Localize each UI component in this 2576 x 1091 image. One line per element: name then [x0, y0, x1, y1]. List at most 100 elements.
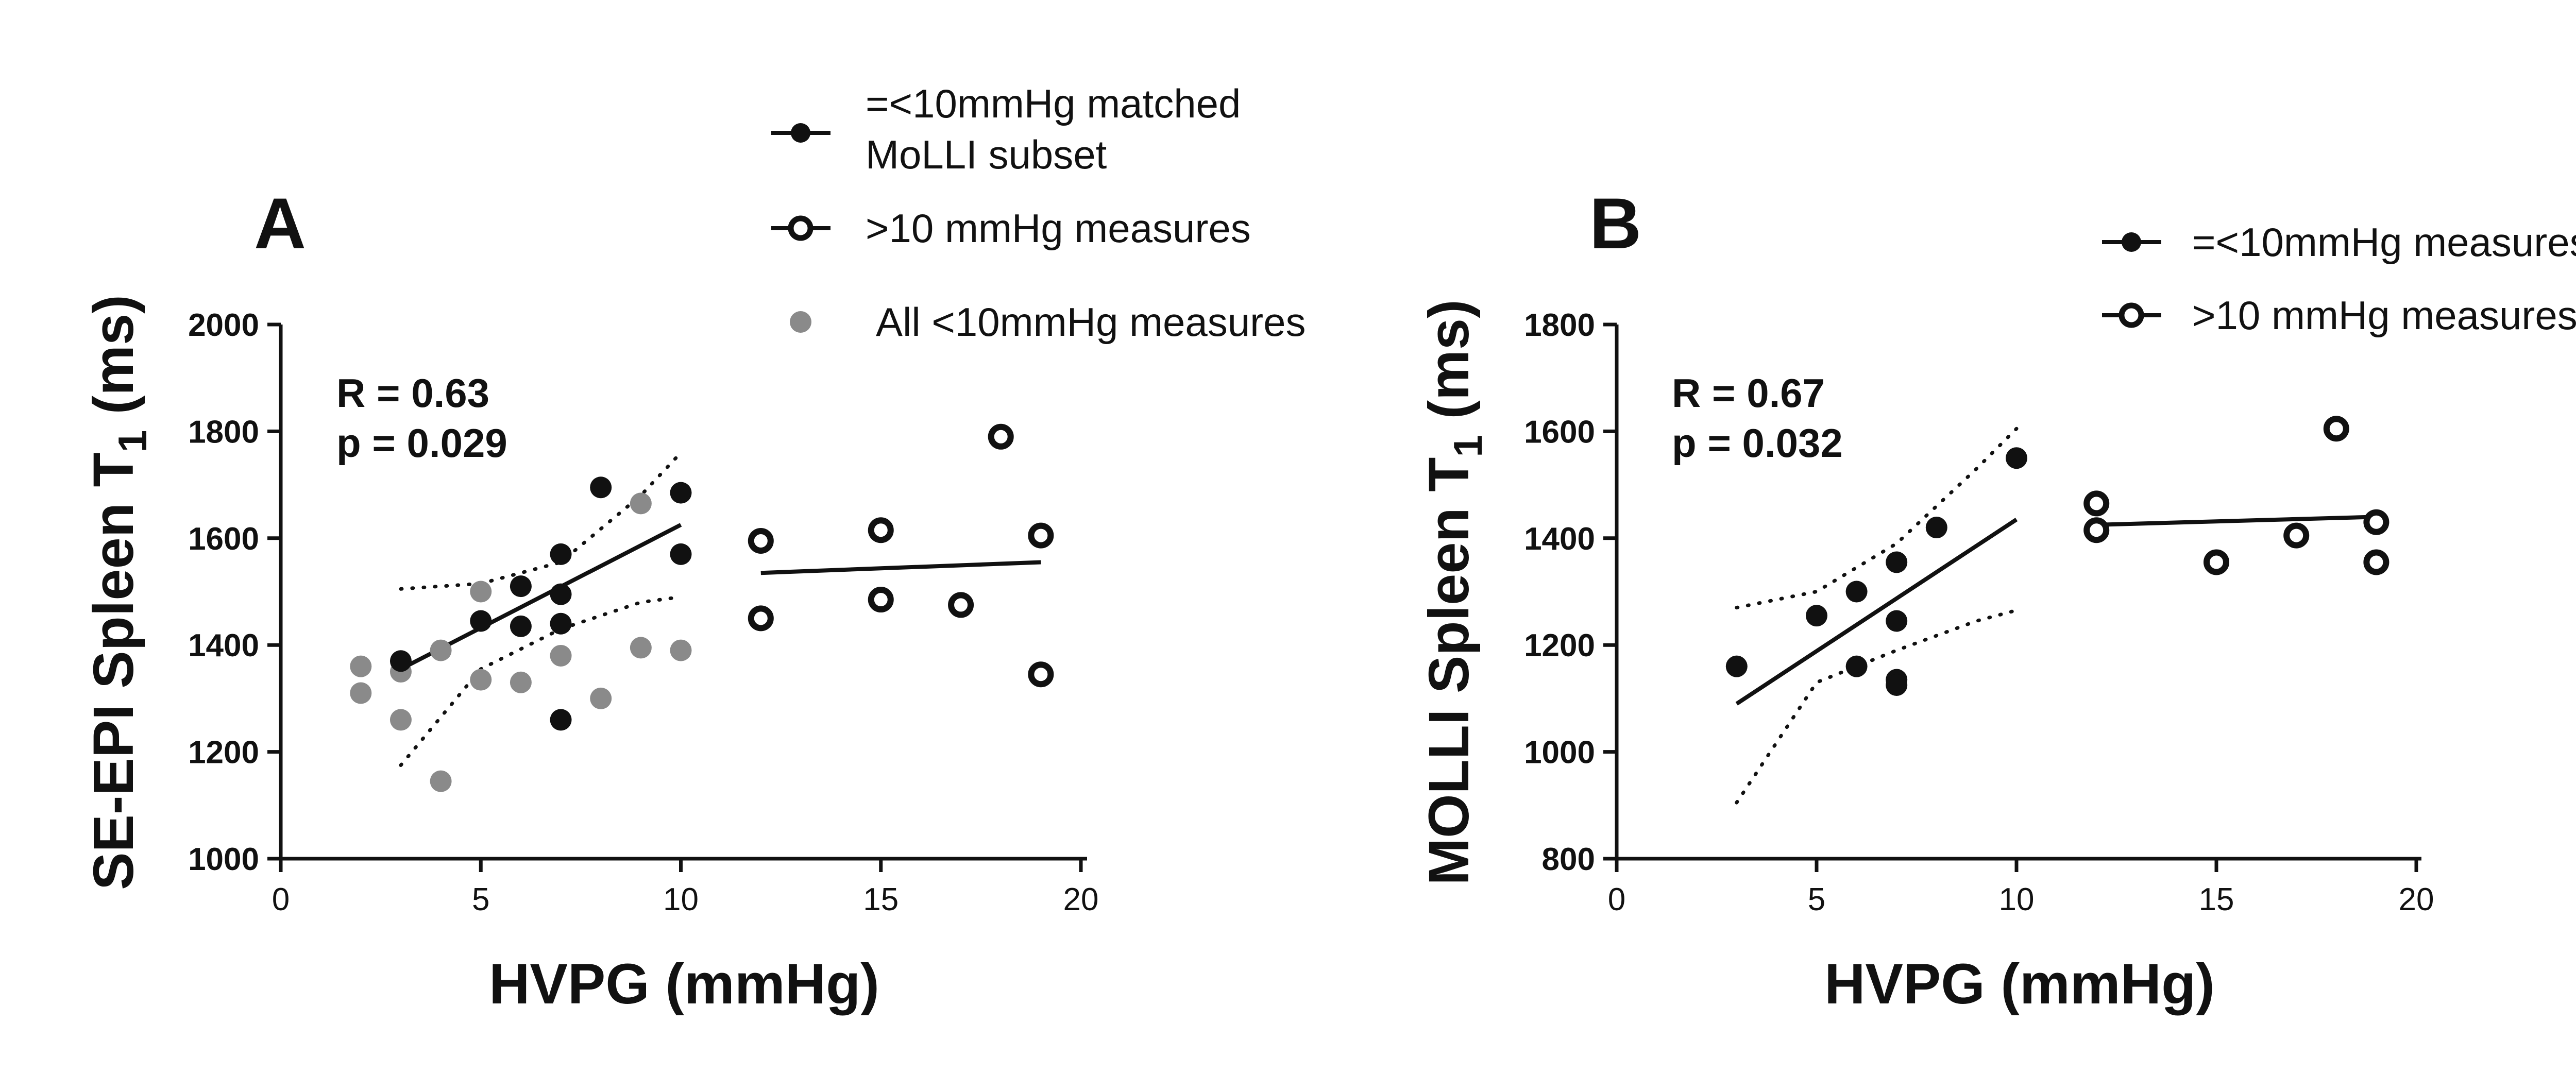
legend-a-matched-marker [791, 123, 810, 143]
panel-a-legend: =<10mmHg matched MoLLI subset >10 mmHg m… [771, 81, 1306, 345]
panel-a-point-open [868, 587, 894, 613]
panel-b-r-value: R = 0.67 [1672, 370, 1825, 416]
panel-b-y-ticks: 800 1000 1200 1400 1600 1800 [1524, 308, 1617, 877]
panel-a-p-value: p = 0.029 [336, 420, 507, 466]
panel-a-point-filled [550, 709, 572, 731]
panel-b-fit-line-1 [1735, 518, 2018, 706]
panel-a-point-gray [510, 671, 532, 693]
panel-a-point-open [748, 605, 774, 632]
legend-a-open-label: >10 mmHg measures [866, 206, 1251, 251]
panel-b-point-open [2363, 509, 2389, 535]
panel-b-ytick-label: 1600 [1524, 414, 1595, 450]
panel-a-point-open [1028, 661, 1054, 688]
panel-b-xtick-label: 10 [1999, 882, 2035, 917]
panel-a-point-filled [470, 610, 492, 632]
panel-a-fit-line-2 [760, 560, 1041, 575]
panel-b-xtick-label: 0 [1608, 882, 1625, 917]
panel-a-point-open [868, 517, 894, 543]
panel-a-point-gray [389, 709, 412, 731]
panel-a-point-filled [550, 612, 572, 635]
panel-a-ytick-label: 2000 [188, 308, 259, 343]
panel-a-x-ticks: 0 5 10 15 20 [272, 859, 1099, 917]
panel-b-ci-lower-curve [1735, 608, 2019, 805]
panel-a-y-label-main: SE-EPI Spleen T [82, 452, 145, 890]
panel-b-point-filled [1886, 610, 1908, 632]
panel-b-xtick-label: 5 [1808, 882, 1825, 917]
panel-a-point-filled [670, 482, 692, 504]
panel-b-point-filled [1806, 605, 1827, 627]
legend-a-open-marker [788, 215, 814, 241]
panel-b-xtick-label: 20 [2399, 882, 2434, 917]
legend-b-open-marker [2119, 302, 2144, 328]
panel-a-point-filled [389, 650, 412, 672]
panel-b-legend: =<10mmHg measures >10 mmHg measures [2102, 219, 2576, 338]
panel-a-point-open [1028, 522, 1054, 549]
panel-b-point-filled [1725, 655, 1748, 677]
panel-a-point-filled [510, 615, 532, 637]
panel-a-point-gray [590, 687, 612, 709]
panel-b-y-label-sub: 1 [1445, 435, 1490, 457]
panel-a-letter: A [254, 183, 306, 264]
panel-b-point-filled [2006, 447, 2027, 469]
panel-b-y-label-main: MOLLI Spleen T [1417, 457, 1481, 885]
panel-b-point-open [2283, 522, 2310, 549]
panel-b-ytick-label: 1800 [1524, 308, 1595, 343]
panel-b-ytick-label: 1000 [1524, 735, 1595, 771]
panel-a-point-gray [350, 655, 372, 677]
panel-a-point-gray [430, 770, 452, 792]
legend-b-filled-marker [2122, 232, 2141, 252]
panel-b-xtick-label: 15 [2199, 882, 2234, 917]
panel-b-point-open [2323, 416, 2349, 442]
panel-b-letter: B [1589, 183, 1641, 264]
legend-a-gray-label: All <10mmHg measures [876, 299, 1306, 345]
panel-a-ytick-label: 1400 [188, 628, 259, 663]
panel-b-point-open [2083, 490, 2110, 517]
panel-b-point-filled [1925, 517, 1947, 539]
panel-b-plot-area [1725, 416, 2389, 805]
panel-a-r-value: R = 0.63 [336, 370, 489, 416]
legend-a-gray-marker [790, 311, 811, 333]
panel-b-ytick-label: 1400 [1524, 521, 1595, 557]
panel-a-ytick-label: 1600 [188, 521, 259, 557]
panel-b-y-label: MOLLI Spleen T1 (ms) [1417, 299, 1490, 885]
panel-a-xtick-label: 20 [1063, 882, 1099, 917]
panel-a-point-filled [510, 575, 532, 598]
panel-a-point-filled [670, 543, 692, 565]
panel-b-point-open [2204, 549, 2229, 575]
panel-a-point-gray [550, 644, 572, 667]
panel-a-xtick-label: 5 [472, 882, 489, 917]
panel-a-y-label-tail: (ms) [82, 295, 145, 430]
panel-b-ytick-label: 800 [1542, 842, 1595, 877]
panel-b-fit-line-2 [2096, 515, 2377, 527]
panel-a-plot-area [350, 423, 1054, 792]
panel-a-point-gray [630, 637, 652, 659]
panel-a-ytick-label: 1000 [188, 842, 259, 877]
legend-b-open-label: >10 mmHg measures [2192, 293, 2576, 338]
panel-a: A =<10mmHg matched MoLLI subset >10 mmHg… [82, 81, 1306, 1016]
legend-a-matched-label-1: =<10mmHg matched [866, 81, 1241, 126]
panel-b-point-filled [1886, 674, 1908, 696]
panel-b: B =<10mmHg measures >10 mmHg measures R … [1417, 183, 2576, 1016]
panel-a-point-gray [430, 639, 452, 661]
panel-a-point-gray [670, 639, 692, 661]
panel-b-point-filled [1886, 551, 1908, 573]
panel-a-y-label: SE-EPI Spleen T1 (ms) [82, 295, 155, 890]
legend-a-matched-label-2: MoLLI subset [866, 132, 1107, 177]
panel-a-y-label-sub: 1 [110, 430, 155, 452]
panel-a-point-filled [550, 543, 572, 565]
panel-a-point-open [988, 423, 1014, 450]
panel-b-ytick-label: 1200 [1524, 628, 1595, 663]
panel-a-ytick-label: 1200 [188, 735, 259, 771]
panel-b-point-open [2083, 517, 2110, 543]
panel-a-point-gray [470, 669, 492, 691]
panel-a-point-gray [470, 581, 492, 603]
panel-a-xtick-label: 15 [863, 882, 899, 917]
panel-a-point-filled [550, 583, 572, 605]
panel-a-point-filled [590, 476, 612, 499]
panel-a-xtick-label: 0 [272, 882, 290, 917]
panel-a-point-open [948, 592, 974, 618]
panel-b-point-filled [1845, 581, 1868, 603]
panel-a-x-label: HVPG (mmHg) [489, 952, 879, 1016]
